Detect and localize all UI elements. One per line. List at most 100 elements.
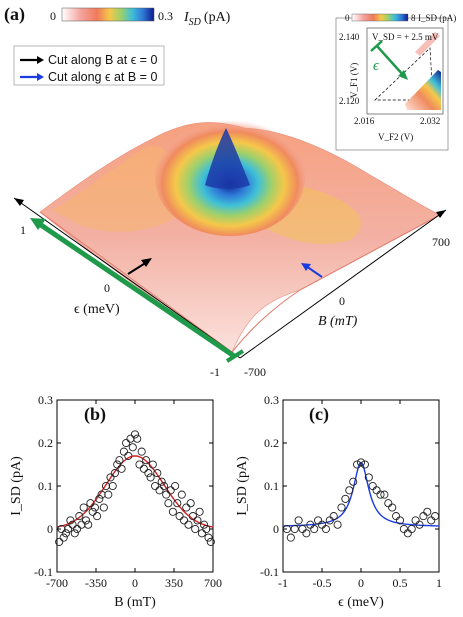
panel-c-data-point bbox=[395, 516, 405, 525]
panel-b-data-point bbox=[164, 499, 173, 508]
inset-annotation: V_SD = + 2.5 mV bbox=[372, 32, 439, 42]
panel-b-data-point bbox=[146, 473, 155, 482]
inset-colorbar-min: 0 bbox=[345, 13, 350, 23]
inset: 0 8 I_SD (pA) ϵ V_SD = + 2.5 mV 2.140 2.… bbox=[335, 13, 456, 151]
panel-b-data-point bbox=[70, 529, 79, 538]
panel-b-data-point bbox=[204, 533, 213, 542]
panel-b-data-point bbox=[61, 529, 70, 538]
inset-eps-arrow bbox=[376, 45, 405, 77]
panel-b-data-point bbox=[182, 503, 191, 512]
panel-c-xtick-label: 0.5 bbox=[393, 576, 408, 590]
panel-b-ylabel: I_SD (pA) bbox=[9, 456, 24, 516]
panel-c-data-point bbox=[329, 512, 338, 521]
panel-c-data-point bbox=[321, 524, 330, 534]
panel-c-data-point bbox=[337, 503, 346, 512]
panel-b-xtick-label: 0 bbox=[132, 576, 138, 590]
inset-eps-label: ϵ bbox=[373, 58, 380, 74]
panel-c-data-point bbox=[399, 524, 408, 534]
panel-b-data-point bbox=[90, 503, 99, 512]
panel-b-data-point bbox=[79, 503, 88, 512]
panel-b-xtick-label: -700 bbox=[46, 576, 68, 590]
panel-b-fit-curve bbox=[56, 455, 214, 528]
panel-b-data-point bbox=[191, 524, 200, 534]
panel-c-data-point bbox=[368, 481, 377, 491]
panel-b-data-point bbox=[155, 486, 164, 495]
colorbar bbox=[61, 7, 155, 22]
b-axis-label: B (mT) bbox=[318, 314, 358, 329]
eps-axis-label: ϵ (meV) bbox=[74, 302, 120, 317]
panel-b-data-point bbox=[166, 486, 175, 495]
panel-b-data-point bbox=[173, 499, 182, 508]
panel-b-data-point bbox=[128, 443, 137, 452]
panel-b-data-point bbox=[99, 503, 108, 512]
inset-colorbar-max: 8 bbox=[411, 13, 416, 23]
panel-b-data-point bbox=[104, 490, 113, 499]
panel-b-xtick-label: -350 bbox=[85, 576, 107, 590]
panel-b-data-point bbox=[108, 481, 117, 491]
panel-b-data-point bbox=[151, 481, 160, 491]
panel-b-data-point bbox=[66, 516, 75, 525]
inset-y-label: V_F1 (V) bbox=[349, 63, 359, 98]
eps-tick-0: 0 bbox=[104, 281, 110, 295]
panel-b-data-point bbox=[195, 507, 204, 516]
black-cut-arrow-head bbox=[141, 258, 152, 267]
panel-b-data-point bbox=[142, 456, 151, 465]
surface-plot-3d bbox=[39, 120, 441, 353]
panel-b-data-point bbox=[113, 460, 122, 469]
panel-b-data-point bbox=[59, 533, 68, 542]
panel-b-data-point bbox=[93, 512, 102, 521]
panel-c-ytick-label: 0.1 bbox=[264, 479, 279, 493]
eps-axis-arrow bbox=[14, 198, 24, 206]
panel-b-data-point bbox=[177, 490, 186, 499]
panel-b-data-point bbox=[101, 481, 111, 491]
panel-b-data-point bbox=[137, 447, 146, 456]
panel-b-label: (b) bbox=[84, 404, 106, 425]
axis-3d bbox=[13, 197, 447, 363]
panel-c-data-point bbox=[384, 499, 393, 508]
panel-b-data-point bbox=[106, 473, 115, 482]
inset-colorbar-unit: I_SD (pA) bbox=[418, 13, 456, 23]
panel-b-data-point bbox=[171, 481, 180, 491]
panel-b-data-point bbox=[153, 469, 162, 478]
panel-b-data-point bbox=[148, 460, 157, 469]
panel-c-data-point bbox=[353, 460, 362, 469]
panel-b-data-point bbox=[73, 524, 82, 534]
panel-c-data-point bbox=[427, 516, 436, 525]
panel-b-data-point bbox=[168, 507, 177, 516]
inset-signal-region bbox=[405, 70, 441, 110]
legend-entry-b-cut: Cut along B at ϵ = 0 bbox=[48, 53, 157, 67]
panel-b-data-point bbox=[75, 512, 84, 521]
inset-x-tick-2: 2.032 bbox=[420, 116, 440, 126]
panel-c-ytick-label: -0.1 bbox=[260, 565, 279, 579]
eps-tick-neg1: -1 bbox=[210, 365, 220, 379]
panel-c-data-point bbox=[403, 529, 412, 538]
panel-c-xlabel: ϵ (meV) bbox=[338, 595, 384, 610]
panel-b-xtick-label: 350 bbox=[165, 576, 183, 590]
panel-c-xtick-label: -1 bbox=[278, 576, 288, 590]
panel-b-data-point bbox=[126, 434, 135, 443]
eps-tick-1: 1 bbox=[20, 223, 26, 237]
panel-b-data-point bbox=[175, 512, 184, 521]
panel-c-data-point bbox=[310, 524, 319, 534]
panel-b-ytick-label: 0 bbox=[47, 522, 53, 536]
panel-b-ytick-label: -0.1 bbox=[34, 565, 53, 579]
panel-c-ytick-label: 0.2 bbox=[264, 436, 279, 450]
panel-c-xtick-label: -0.5 bbox=[313, 576, 332, 590]
blue-cut-arrow bbox=[305, 265, 323, 278]
panel-b-data-point bbox=[144, 469, 153, 478]
legend-blue-arrow-head bbox=[37, 73, 44, 81]
b-axis-line bbox=[239, 209, 447, 359]
panel-c-data-point bbox=[411, 516, 420, 525]
panel-b-data-point bbox=[95, 494, 104, 503]
panel-c-data-point bbox=[380, 490, 389, 499]
panel-c-data-point bbox=[356, 458, 366, 467]
panel-c-data-point bbox=[372, 486, 381, 495]
panel-c-data-point bbox=[415, 520, 424, 529]
green-cut-end bbox=[225, 349, 245, 363]
panel-c-data-point bbox=[349, 477, 358, 486]
panel-b-data-point bbox=[193, 516, 202, 525]
b-tick-0: 0 bbox=[339, 294, 345, 308]
panel-b-data-point bbox=[55, 537, 64, 546]
inset-edge-band bbox=[415, 32, 440, 56]
